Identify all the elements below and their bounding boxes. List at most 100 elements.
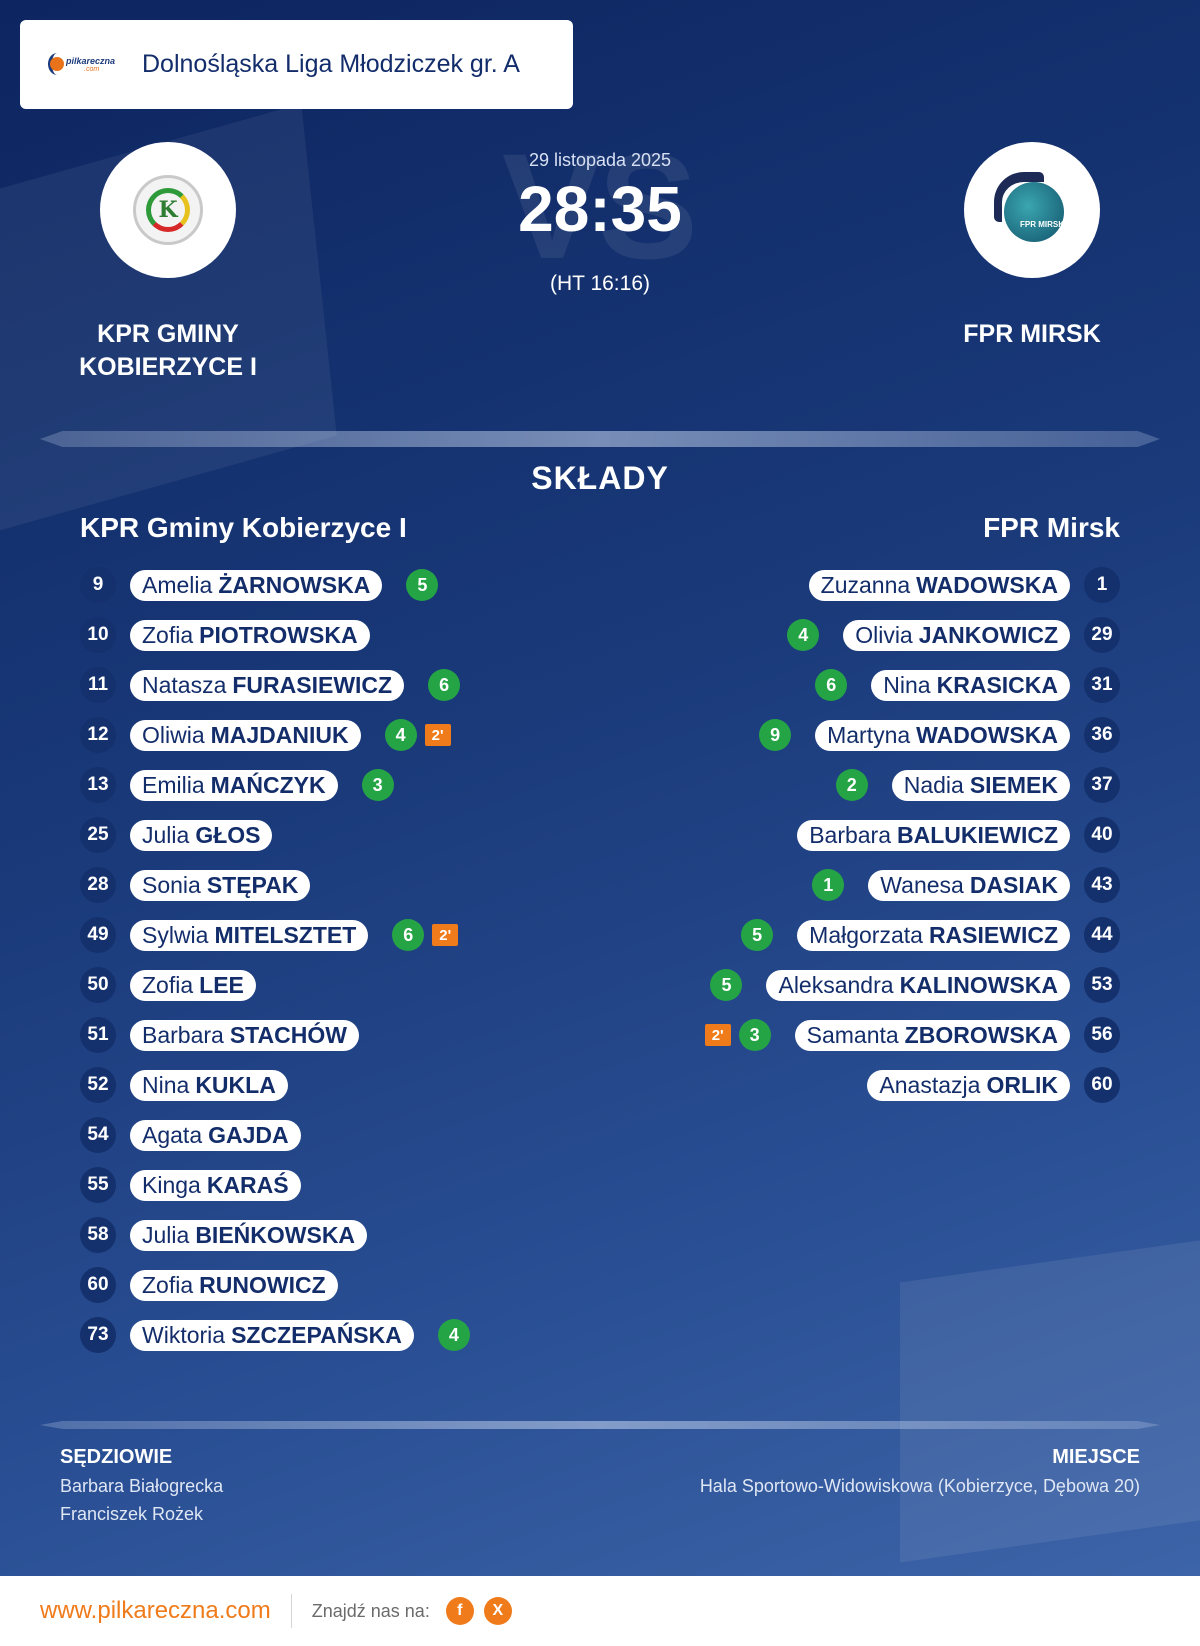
player-number: 12 (80, 717, 116, 753)
player-number: 29 (1084, 617, 1120, 653)
player-first-name: Barbara (809, 821, 892, 848)
player-first-name: Olivia (855, 621, 913, 648)
pilkareczna-logo[interactable]: pilkareczna .com (48, 51, 120, 79)
player-last-name: FURASIEWICZ (232, 671, 393, 698)
player-name: Aleksandra KALINOWSKA (766, 969, 1070, 1001)
player-name: Wanesa DASIAK (868, 869, 1070, 901)
player-last-name: SIEMEK (969, 771, 1058, 798)
player-row: 58 Julia BIEŃKOWSKA (80, 1210, 580, 1260)
player-name: Nina KRASICKA (871, 669, 1070, 701)
player-number: 10 (80, 617, 116, 653)
match-date: 29 listopada 2025 (528, 150, 672, 170)
player-last-name: MAJDANIUK (210, 721, 349, 748)
goals-badge: 3 (738, 1019, 771, 1051)
player-last-name: BIEŃKOWSKA (195, 1221, 356, 1248)
player-first-name: Kinga (142, 1171, 201, 1198)
player-row: 13 Emilia MAŃCZYK 3 (80, 760, 580, 810)
goals-badge: 9 (759, 719, 792, 751)
goals-badge: 2 (835, 769, 868, 801)
player-first-name: Martyna (827, 721, 911, 748)
player-name: Wiktoria SZCZEPAŃSKA (130, 1319, 414, 1351)
goals-badge: 4 (437, 1319, 470, 1351)
player-number: 54 (80, 1117, 116, 1153)
player-first-name: Zofia (142, 1271, 194, 1298)
home-lineup: 9 Amelia ŻARNOWSKA 5 10 Zofia PIOTROWSKA 11 Nata… (80, 560, 580, 1360)
player-name: Sylwia MITELSZTET (130, 919, 369, 951)
player-name: Zofia RUNOWICZ (130, 1269, 338, 1301)
venue-name: Hala Sportowo-Widowiskowa (Kobierzyce, D… (699, 1476, 1140, 1496)
player-name: Oliwia MAJDANIUK (130, 719, 361, 751)
player-name: Martyna WADOWSKA (815, 719, 1070, 751)
player-row: 73 Wiktoria SZCZEPAŃSKA 4 (80, 1310, 580, 1360)
player-last-name: ZBOROWSKA (904, 1021, 1058, 1048)
suspension-badge: 2' (432, 924, 459, 946)
player-row: 55 Kinga KARAŚ (80, 1160, 580, 1210)
player-row: 43 Wanesa DASIAK 1 (620, 860, 1120, 910)
player-last-name: WADOWSKA (916, 571, 1058, 598)
x-icon[interactable]: X (483, 1597, 512, 1625)
player-last-name: MAŃCZYK (210, 771, 326, 798)
player-first-name: Anastazja (879, 1071, 981, 1098)
player-name: Barbara BALUKIEWICZ (797, 819, 1070, 851)
player-number: 11 (80, 667, 116, 703)
player-number: 13 (80, 767, 116, 803)
player-name: Anastazja ORLIK (867, 1069, 1070, 1101)
lineups-title: SKŁADY (531, 460, 669, 496)
player-number: 60 (1084, 1067, 1120, 1103)
footer-separator (290, 1594, 292, 1628)
player-first-name: Nina (883, 671, 931, 698)
player-row: 37 Nadia SIEMEK 2 (620, 760, 1120, 810)
player-row: 44 Małgorzata RASIEWICZ 5 (620, 910, 1120, 960)
venue-label: MIEJSCE (1052, 1446, 1140, 1468)
player-last-name: RUNOWICZ (199, 1271, 326, 1298)
player-first-name: Małgorzata (809, 921, 923, 948)
player-number: 51 (80, 1017, 116, 1053)
player-last-name: KRASICKA (936, 671, 1058, 698)
official-name: Barbara Białogrecka (60, 1476, 224, 1496)
goals-badge: 4 (384, 719, 417, 751)
player-name: Julia BIEŃKOWSKA (130, 1219, 368, 1251)
player-row: 28 Sonia STĘPAK (80, 860, 580, 910)
player-first-name: Amelia (142, 571, 213, 598)
away-lineup-title: FPR Mirsk (983, 512, 1120, 543)
player-last-name: DASIAK (969, 871, 1058, 898)
league-header: pilkareczna .com Dolnośląska Liga Młodzi… (20, 20, 573, 109)
player-number: 49 (80, 917, 116, 953)
player-name: Sonia STĘPAK (130, 869, 311, 901)
player-row: 29 Olivia JANKOWICZ 4 (620, 610, 1120, 660)
player-row: 9 Amelia ŻARNOWSKA 5 (80, 560, 580, 610)
player-first-name: Wanesa (880, 871, 964, 898)
player-last-name: KARAŚ (206, 1171, 289, 1198)
player-name: Zofia PIOTROWSKA (130, 619, 370, 651)
footer: www.pilkareczna.com Znajdź nas na: f X (0, 1576, 1200, 1646)
player-last-name: STACHÓW (229, 1021, 347, 1048)
final-score: 28:35 (518, 173, 682, 245)
player-name: Barbara STACHÓW (130, 1019, 359, 1051)
site-link[interactable]: www.pilkareczna.com (40, 1597, 271, 1624)
goals-badge: 3 (361, 769, 394, 801)
player-row: 1 Zuzanna WADOWSKA (620, 560, 1120, 610)
player-first-name: Zofia (142, 971, 194, 998)
away-team-logo: FPR MIRSK (964, 142, 1100, 278)
player-first-name: Oliwia (142, 721, 205, 748)
player-row: 56 Samanta ZBOROWSKA 3 2' (620, 1010, 1120, 1060)
goals-badge: 6 (392, 919, 425, 951)
divider (40, 1421, 1160, 1429)
player-last-name: GAJDA (208, 1121, 289, 1148)
player-last-name: JANKOWICZ (918, 621, 1058, 648)
player-number: 40 (1084, 817, 1120, 853)
suspension-badge: 2' (424, 724, 451, 746)
player-first-name: Barbara (142, 1021, 224, 1048)
player-number: 73 (80, 1317, 116, 1353)
facebook-icon[interactable]: f (445, 1597, 474, 1625)
home-crest-icon: K (133, 175, 203, 245)
home-team-name: KPR GMINY KOBIERZYCE I (79, 320, 257, 381)
player-number: 43 (1084, 867, 1120, 903)
player-name: Olivia JANKOWICZ (843, 619, 1070, 651)
player-number: 52 (80, 1067, 116, 1103)
match-card: VS pilkareczna .com Dolnośląska Liga Mło… (0, 0, 1200, 1576)
goals-badge: 6 (428, 669, 461, 701)
find-us-label: Znajdź nas na: (311, 1600, 430, 1621)
goals-badge: 1 (812, 869, 845, 901)
player-name: Samanta ZBOROWSKA (794, 1019, 1070, 1051)
